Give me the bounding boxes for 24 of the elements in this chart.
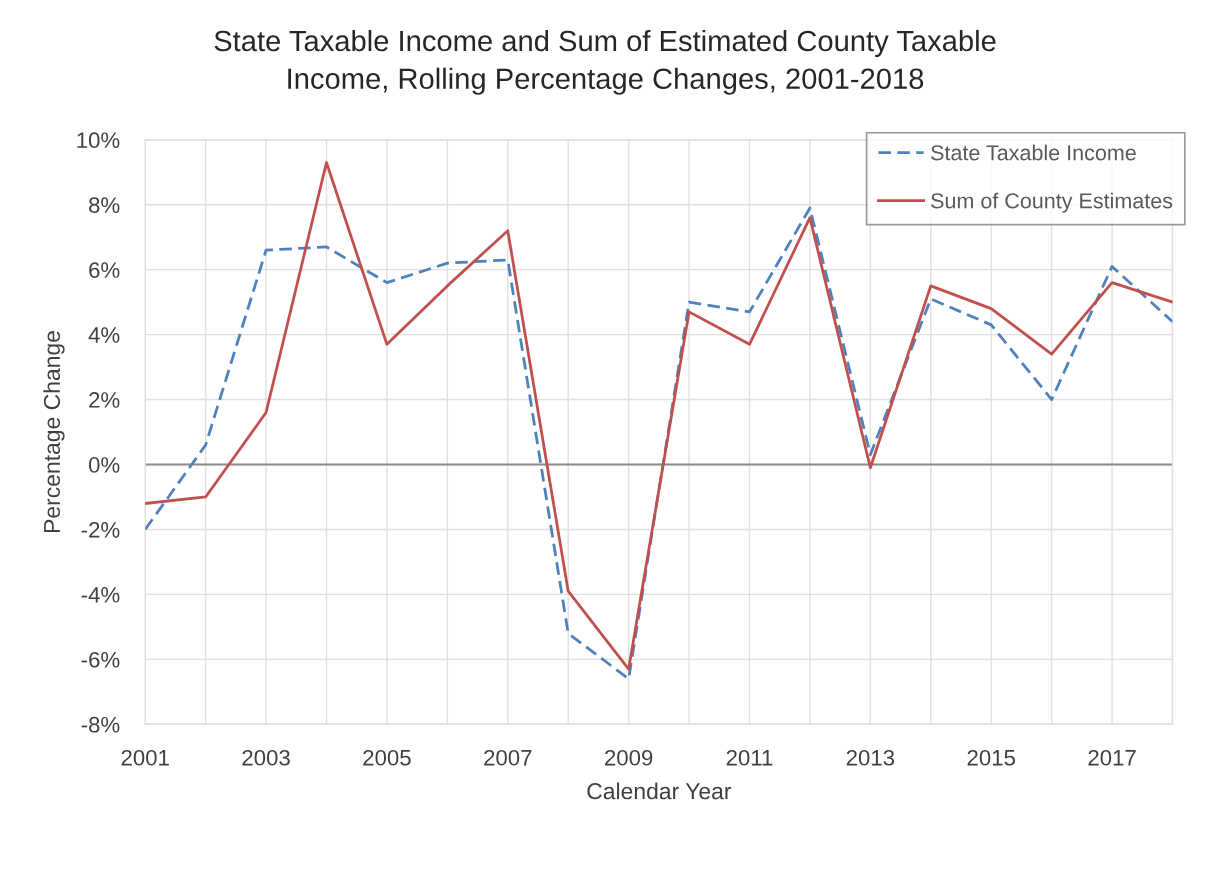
y-tick-label: 0% bbox=[88, 457, 120, 473]
y-axis-title: Percentage Change bbox=[43, 331, 65, 533]
x-axis-title: Calendar Year bbox=[587, 782, 732, 800]
x-tick-label: 2003 bbox=[242, 749, 290, 766]
chart-title: State Taxable Income and Sum of Estimated County Taxable Income, Rolling Percentage Changes, 2001-2018 bbox=[214, 29, 996, 95]
y-tick-label: -4% bbox=[81, 587, 120, 603]
y-tick-label: 8% bbox=[89, 197, 120, 213]
y-tick-label: -8% bbox=[81, 716, 120, 733]
y-tick-label: 10% bbox=[77, 132, 120, 149]
legend-label: Sum of County Estimates bbox=[931, 192, 1173, 213]
x-tick-label: 2013 bbox=[846, 749, 895, 766]
x-tick-label: 2011 bbox=[726, 749, 773, 766]
y-tick-label: 4% bbox=[88, 327, 120, 343]
y-tick-label: 6% bbox=[89, 262, 120, 278]
x-tick-label: 2007 bbox=[484, 749, 532, 766]
x-tick-label: 2015 bbox=[967, 749, 1015, 766]
x-tick-label: 2001 bbox=[121, 749, 169, 766]
legend-label: State Taxable Income bbox=[931, 144, 1136, 161]
y-tick-label: -6% bbox=[81, 651, 120, 668]
x-tick-label: 2009 bbox=[605, 749, 653, 766]
y-tick-label: -2% bbox=[81, 521, 120, 538]
x-tick-label: 2017 bbox=[1088, 749, 1136, 766]
y-tick-label: 2% bbox=[89, 392, 120, 408]
x-tick-label: 2005 bbox=[363, 749, 411, 766]
